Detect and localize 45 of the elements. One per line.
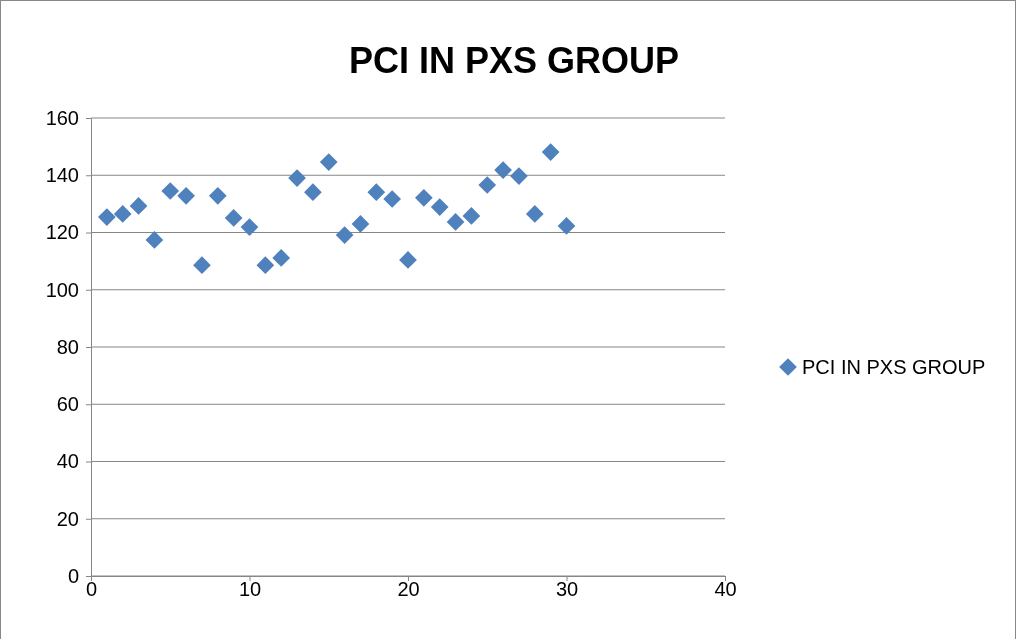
x-tick-label: 10 [238,578,262,600]
point [446,213,465,231]
point [319,153,338,171]
x-tick-label: 20 [397,578,420,600]
point [510,167,528,185]
point [462,207,481,225]
x-tick-label: 40 [714,578,737,600]
point [193,256,211,274]
point [430,198,449,216]
x-tick-label: 0 [85,578,98,600]
point [97,208,116,226]
point [304,183,322,201]
y-tick-label: 80 [56,335,79,358]
legend-label: PCI IN PXS GROUP [802,356,986,378]
point [367,183,386,201]
point [557,217,576,235]
point [224,209,243,227]
point [240,218,259,236]
point [414,189,433,207]
y-tick-label: 60 [56,393,79,416]
point [335,226,354,244]
point [288,169,306,187]
point [525,205,544,223]
point [256,256,275,274]
point [399,251,417,269]
point [113,205,132,223]
point [541,143,560,161]
chart-title: PCI IN PXS GROUP [348,40,680,81]
y-tick-label: 40 [56,450,79,473]
point [383,190,402,208]
y-tick-label: 140 [45,164,79,187]
y-tick-label: 120 [45,221,79,244]
point [129,197,148,215]
point [478,176,497,194]
point [177,187,195,205]
point [208,187,227,205]
y-tick-label: 20 [56,507,79,530]
point [351,215,370,233]
point [145,231,164,249]
point [272,249,291,267]
point [494,161,512,179]
x-tick-label: 30 [555,578,579,600]
point [161,182,180,200]
y-tick-label: 100 [45,278,79,301]
y-tick-label: 160 [45,106,79,129]
